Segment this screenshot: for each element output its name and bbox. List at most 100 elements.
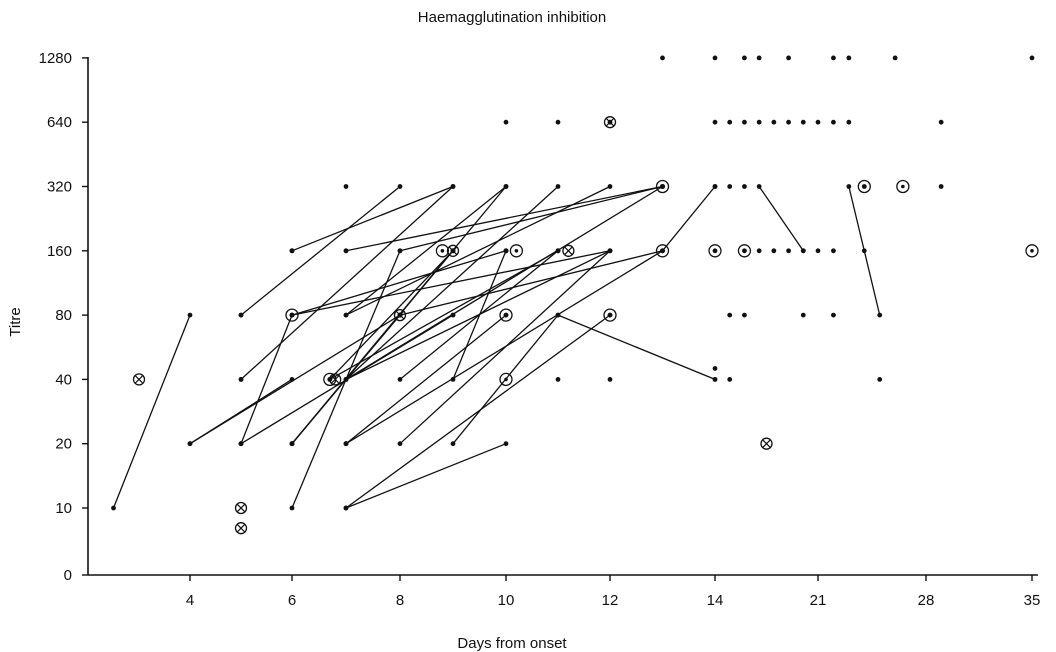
titre-point <box>846 55 852 61</box>
ringed-titre-center <box>608 313 612 317</box>
x-tick-label: 10 <box>498 592 515 609</box>
paired-sera-line <box>329 250 454 380</box>
y-ticks: 0 10 20 40 80 160 320 640 1280 <box>39 50 88 584</box>
paired-titre-point <box>397 377 403 382</box>
paired-sera-lines <box>112 185 881 509</box>
y-tick-label: 160 <box>47 243 72 260</box>
paired-sera-line <box>240 186 454 380</box>
crossed-titre-mark <box>395 311 405 320</box>
titre-point <box>831 119 836 125</box>
paired-sera-line <box>345 185 611 316</box>
y-axis-label: Titre <box>7 307 24 336</box>
titre-point <box>742 55 747 61</box>
paired-titre-point <box>111 505 116 511</box>
titre-point <box>742 119 747 125</box>
paired-titre-point <box>450 441 456 447</box>
ringed-titre-point <box>737 244 752 258</box>
titre-point <box>727 119 733 125</box>
titre-point <box>786 248 791 254</box>
titre-point <box>343 248 349 254</box>
paired-sera-line <box>291 250 611 316</box>
titre-point <box>742 184 747 189</box>
ringed-titre-point <box>655 179 670 194</box>
paired-titre-point <box>289 505 295 511</box>
titre-point <box>800 248 806 254</box>
paired-sera-line <box>758 186 804 252</box>
ringed-titre-center <box>742 249 747 253</box>
paired-sera-line <box>291 250 507 316</box>
crossed-titre-point <box>562 244 575 257</box>
ringed-titre-center <box>901 184 905 189</box>
x-tick-label: 28 <box>918 592 935 609</box>
paired-sera-line <box>399 250 663 316</box>
titre-point <box>555 119 561 125</box>
titre-point <box>727 377 733 382</box>
paired-titre-point <box>846 184 852 189</box>
titre-point <box>815 248 821 254</box>
crossed-titre-point <box>446 244 460 257</box>
ringed-titre-point <box>655 244 670 258</box>
titre-point <box>343 441 349 447</box>
paired-sera-line <box>399 250 611 445</box>
paired-titre-point <box>187 441 193 447</box>
ringed-titre-point <box>857 179 871 194</box>
titre-point <box>343 184 349 189</box>
crossed-titre-mark <box>564 246 573 255</box>
crossed-titre-mark <box>448 246 458 255</box>
titre-point <box>712 55 718 61</box>
paired-titre-point <box>343 505 349 511</box>
ringed-titre-point <box>435 244 450 258</box>
chart-title: Haemagglutination inhibition <box>418 9 606 26</box>
ringed-titre-center <box>660 184 665 189</box>
x-tick-label: 14 <box>707 592 724 609</box>
ringed-titre-point <box>603 308 617 322</box>
paired-titre-point <box>450 184 456 189</box>
titre-point <box>607 377 613 382</box>
ringed-titre-point <box>285 308 299 322</box>
paired-titre-point <box>187 312 193 318</box>
paired-sera-line <box>399 185 663 252</box>
titre-point <box>712 366 718 371</box>
titre-point <box>660 55 665 61</box>
titre-point <box>938 119 944 125</box>
y-tick-label: 20 <box>55 436 72 453</box>
x-tick-label: 6 <box>288 592 296 609</box>
ringed-titre-center <box>514 249 519 253</box>
paired-titre-point <box>397 184 403 189</box>
y-tick-label: 40 <box>55 371 72 388</box>
ringed-titre-point <box>499 372 513 387</box>
ringed-titre-point <box>708 244 722 258</box>
titre-point <box>712 119 718 125</box>
ringed-titre-center <box>504 313 508 317</box>
crossed-titre-mark <box>134 375 144 384</box>
titre-point <box>238 377 244 382</box>
paired-titre-point <box>343 312 349 318</box>
paired-sera-line <box>189 314 401 445</box>
paired-titre-point <box>397 441 403 447</box>
titre-point <box>450 312 456 318</box>
x-tick-label: 4 <box>186 592 194 609</box>
titre-point <box>786 55 791 61</box>
paired-titre-point <box>503 184 509 189</box>
crossed-titre-point <box>603 116 617 129</box>
titre-point <box>712 377 718 382</box>
y-tick-label: 640 <box>47 114 72 131</box>
ringed-titre-center <box>504 377 508 382</box>
paired-sera-line <box>240 314 293 444</box>
x-axis-label: Days from onset <box>457 635 567 652</box>
paired-sera-line <box>345 185 663 252</box>
titre-point <box>727 312 733 318</box>
ringed-titre-center <box>713 249 717 253</box>
paired-sera-line <box>240 185 401 316</box>
titre-point <box>756 119 762 125</box>
paired-sera-line <box>345 314 611 509</box>
titre-point <box>503 119 509 125</box>
titre-point <box>771 248 777 254</box>
paired-sera-line <box>291 185 454 252</box>
paired-titre-point <box>503 441 509 447</box>
titre-point <box>892 55 898 61</box>
titre-point <box>831 55 836 61</box>
paired-titre-point <box>555 184 561 189</box>
titre-point <box>846 119 852 125</box>
ringed-titre-center <box>862 184 867 189</box>
